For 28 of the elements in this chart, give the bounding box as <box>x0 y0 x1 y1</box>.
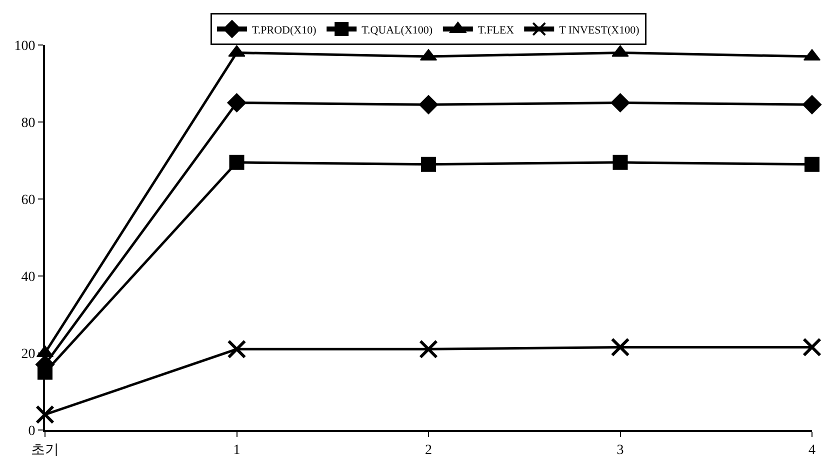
x-tick-label: 초기 <box>31 442 59 458</box>
legend-label: T.PROD(X10) <box>252 24 317 36</box>
point <box>421 156 436 172</box>
x-tick-label: 1 <box>233 442 240 458</box>
x-tick-label: 2 <box>425 442 432 458</box>
y-tick-label: 100 <box>14 38 36 54</box>
legend-label: T.FLEX <box>478 24 514 36</box>
point <box>802 95 822 114</box>
y-tick-label: 20 <box>21 346 36 362</box>
point <box>419 340 438 359</box>
point <box>804 156 820 172</box>
point <box>802 338 822 357</box>
x-tick-label: 3 <box>616 442 624 458</box>
x-tick-label: 4 <box>808 442 816 458</box>
y-tick-label: 40 <box>21 270 36 285</box>
point <box>610 93 630 112</box>
point <box>229 154 244 170</box>
point <box>418 95 438 114</box>
point <box>36 405 54 424</box>
y-tick-label: 60 <box>21 192 36 208</box>
legend-label: T INVEST(X100) <box>559 24 640 36</box>
legend-label: T.QUAL(X100) <box>362 24 433 36</box>
point <box>227 93 246 112</box>
y-tick-label: 80 <box>21 116 36 131</box>
point <box>612 154 628 170</box>
point <box>227 340 246 359</box>
point <box>610 338 630 357</box>
y-tick-label: 0 <box>28 424 36 439</box>
